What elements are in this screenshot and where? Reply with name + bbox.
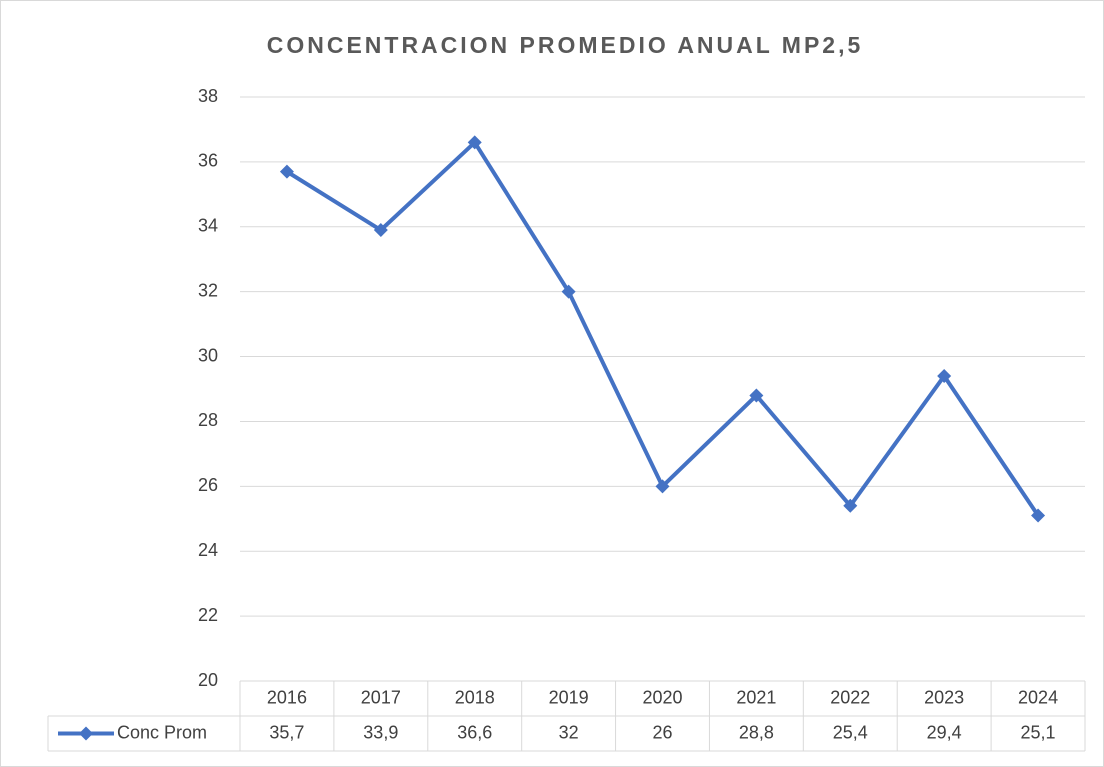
y-tick-label: 26	[198, 475, 218, 495]
table-value: 33,9	[363, 722, 398, 742]
y-tick-label: 22	[198, 605, 218, 625]
y-tick-label: 38	[198, 86, 218, 106]
y-tick-label: 30	[198, 345, 218, 365]
y-tick-label: 20	[198, 670, 218, 690]
x-tick-label: 2024	[1018, 687, 1058, 707]
marker	[655, 479, 670, 494]
marker	[373, 223, 388, 238]
y-tick-label: 36	[198, 151, 218, 171]
legend-label: Conc Prom	[117, 722, 207, 742]
table-value: 25,1	[1021, 722, 1056, 742]
y-tick-label: 28	[198, 410, 218, 430]
x-tick-label: 2023	[924, 687, 964, 707]
table-value: 26	[652, 722, 672, 742]
marker	[843, 498, 858, 513]
table-value: 28,8	[739, 722, 774, 742]
x-tick-label: 2021	[736, 687, 776, 707]
x-tick-label: 2016	[267, 687, 307, 707]
y-tick-label: 24	[198, 540, 218, 560]
marker	[749, 388, 764, 403]
x-tick-label: 2018	[455, 687, 495, 707]
marker	[467, 135, 482, 150]
marker	[937, 369, 952, 384]
marker	[561, 284, 576, 299]
table-value: 32	[559, 722, 579, 742]
marker	[279, 164, 294, 179]
table-value: 25,4	[833, 722, 868, 742]
marker	[1031, 508, 1046, 523]
legend-marker	[79, 726, 93, 741]
table-value: 29,4	[927, 722, 962, 742]
table-value: 36,6	[457, 722, 492, 742]
x-tick-label: 2019	[549, 687, 589, 707]
x-tick-label: 2017	[361, 687, 401, 707]
x-tick-label: 2020	[642, 687, 682, 707]
y-tick-label: 34	[198, 216, 218, 236]
table-value: 35,7	[269, 722, 304, 742]
chart-title: CONCENTRACION PROMEDIO ANUAL MP2,5	[267, 32, 864, 58]
x-tick-label: 2022	[830, 687, 870, 707]
y-tick-label: 32	[198, 280, 218, 300]
